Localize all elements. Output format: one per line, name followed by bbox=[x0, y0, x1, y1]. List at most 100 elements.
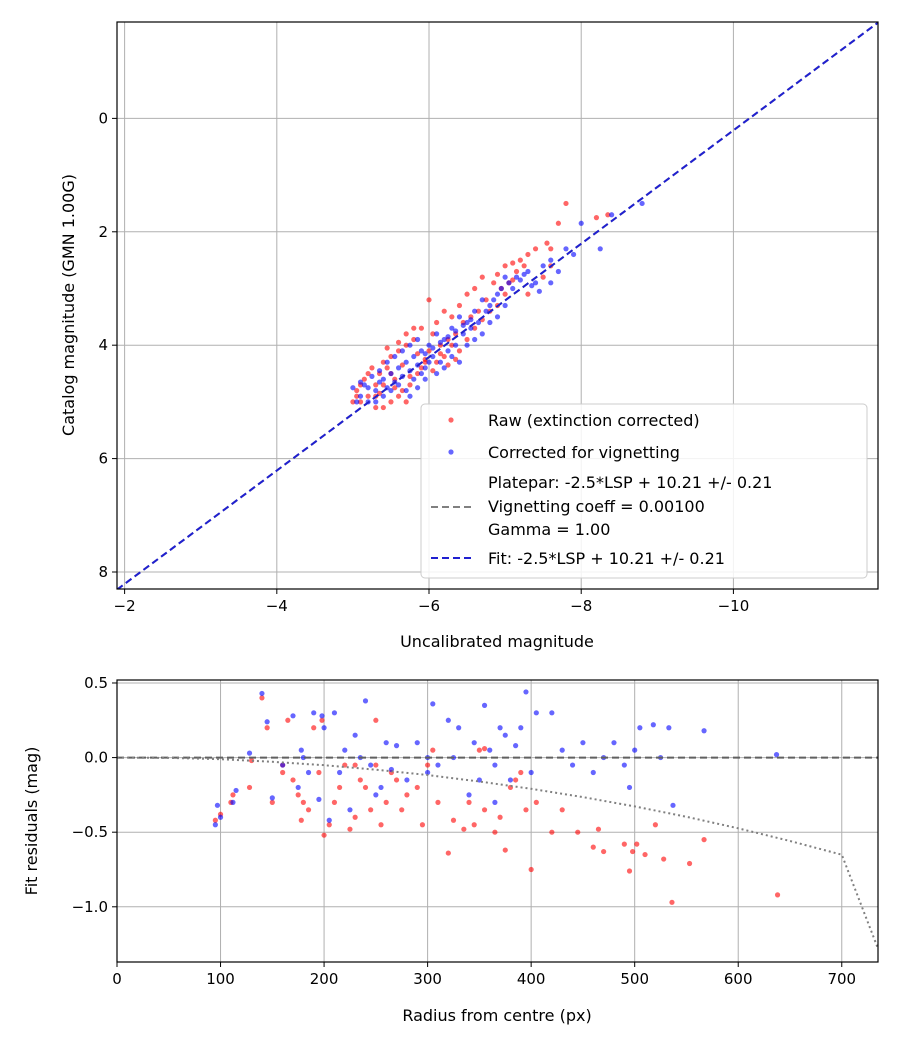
residuals-raw-point bbox=[305, 807, 312, 813]
photometry-raw-point bbox=[380, 359, 386, 365]
residuals-corrected-point bbox=[290, 713, 296, 719]
residuals-corrected-point bbox=[321, 725, 327, 731]
photometry-raw-point bbox=[411, 325, 417, 331]
photometry-raw-point bbox=[403, 399, 409, 405]
photometry-corrected-point bbox=[380, 376, 386, 382]
photometry-corrected-point bbox=[437, 359, 444, 365]
residuals-corrected-point bbox=[435, 762, 441, 768]
photometry-raw-point bbox=[430, 368, 436, 374]
photometry-corrected-point bbox=[468, 325, 474, 331]
residuals-raw-point bbox=[528, 866, 534, 873]
residuals-corrected-point bbox=[549, 710, 555, 716]
photometry-corrected-point bbox=[491, 297, 497, 303]
photometry-raw-point bbox=[395, 339, 402, 345]
residuals-raw-point bbox=[476, 747, 482, 753]
photometry-raw-point bbox=[479, 274, 485, 280]
legend-raw-marker bbox=[448, 417, 454, 423]
photometry-corrected-point bbox=[388, 370, 394, 377]
photometry-corrected-point bbox=[418, 370, 424, 377]
photometry-corrected-point bbox=[456, 359, 463, 365]
photometry-raw-point bbox=[441, 308, 447, 314]
residuals-xtick-label: 200 bbox=[310, 970, 339, 988]
photometry-raw-point bbox=[483, 297, 489, 303]
photometry-raw-point bbox=[399, 387, 405, 394]
photometry-corrected-point bbox=[422, 365, 428, 371]
photometry-corrected-point bbox=[487, 319, 493, 326]
photometry-corrected-point bbox=[395, 382, 402, 388]
photometry-corrected-point bbox=[365, 385, 371, 391]
photometry-raw-point bbox=[510, 260, 516, 266]
photometry-corrected-point bbox=[555, 268, 561, 275]
residuals-raw-point bbox=[269, 799, 275, 805]
photometry-raw-point bbox=[540, 274, 546, 280]
photometry-corrected-point bbox=[529, 283, 535, 289]
photometry-raw-point bbox=[521, 263, 527, 269]
photometry-corrected-point bbox=[373, 399, 379, 405]
photometry-raw-point bbox=[517, 257, 523, 263]
photometry-y-axis-label: Catalog magnitude (GMN 1.00G) bbox=[59, 174, 78, 436]
photometry-raw-point bbox=[395, 393, 402, 399]
residuals-raw-point bbox=[559, 807, 565, 813]
photometry-corrected-point bbox=[426, 342, 432, 348]
residuals-corrected-point bbox=[466, 792, 472, 798]
photometry-corrected-point bbox=[472, 308, 478, 314]
photometry-raw-point bbox=[464, 336, 470, 343]
residuals-xtick-label: 100 bbox=[206, 970, 235, 988]
photometry-raw-point bbox=[354, 393, 360, 399]
photometry-raw-point bbox=[563, 200, 569, 207]
residuals-raw-point bbox=[285, 717, 291, 723]
photometry-corrected-point bbox=[422, 376, 428, 382]
residuals-corrected-point bbox=[773, 752, 780, 758]
residuals-corrected-point bbox=[471, 740, 477, 746]
residuals-raw-point bbox=[383, 799, 389, 805]
photometry-raw-point bbox=[426, 297, 432, 303]
residuals-raw-point bbox=[523, 807, 529, 813]
photometry-corrected-point bbox=[609, 212, 615, 218]
residuals-raw-point bbox=[295, 792, 301, 798]
residuals-corrected-point bbox=[383, 740, 389, 746]
photometry-raw-point bbox=[414, 370, 421, 377]
photometry-corrected-point bbox=[434, 370, 440, 377]
photometry-corrected-point bbox=[392, 353, 398, 360]
photometry-axes-frame bbox=[116, 21, 879, 590]
photometry-raw-point bbox=[525, 291, 531, 297]
residuals-corrected-point bbox=[269, 795, 275, 801]
photometry-corrected-point bbox=[445, 334, 451, 340]
photometry-fit-line bbox=[117, 22, 878, 589]
photometry-raw-point bbox=[399, 362, 405, 368]
residuals-corrected-point bbox=[337, 769, 343, 776]
photometry-corrected-point bbox=[453, 328, 459, 334]
residuals-raw-point bbox=[549, 829, 555, 835]
residuals-raw-point bbox=[518, 769, 524, 776]
photometry-corrected-point bbox=[441, 336, 447, 343]
photometry-corrected-point bbox=[395, 365, 402, 371]
photometry-raw-point bbox=[555, 220, 561, 226]
residuals-raw-point bbox=[481, 807, 488, 813]
photometry-corrected-point bbox=[517, 277, 523, 283]
residuals-corrected-point bbox=[326, 817, 332, 823]
residuals-corrected-point bbox=[347, 807, 353, 813]
photometry-raw-point bbox=[403, 331, 409, 337]
photometry-ytick-label: 6 bbox=[98, 450, 108, 468]
residuals-corrected-point bbox=[331, 710, 338, 716]
residuals-corrected-point bbox=[212, 822, 218, 828]
residuals-corrected-point bbox=[295, 784, 301, 791]
residuals-corrected-point bbox=[430, 701, 436, 707]
residuals-corrected-point bbox=[528, 769, 534, 776]
photometry-corrected-point bbox=[445, 348, 451, 354]
residuals-ytick-label: −1.0 bbox=[72, 898, 108, 916]
photometry-raw-point bbox=[605, 212, 611, 218]
residuals-raw-point bbox=[471, 822, 477, 828]
photometry-ytick-label: 0 bbox=[98, 109, 108, 127]
residuals-corrected-point bbox=[650, 722, 656, 728]
photometry-corrected-point bbox=[411, 353, 417, 360]
residuals-raw-point bbox=[425, 762, 431, 768]
photometry-corrected-point bbox=[411, 376, 417, 382]
residuals-corrected-point bbox=[518, 725, 524, 731]
photometry-corrected-point bbox=[369, 373, 375, 379]
photometry-xtick-label: −8 bbox=[570, 597, 592, 615]
photometry-raw-point bbox=[453, 356, 459, 362]
photometry-raw-point bbox=[464, 291, 470, 297]
residuals-raw-point bbox=[686, 860, 693, 867]
